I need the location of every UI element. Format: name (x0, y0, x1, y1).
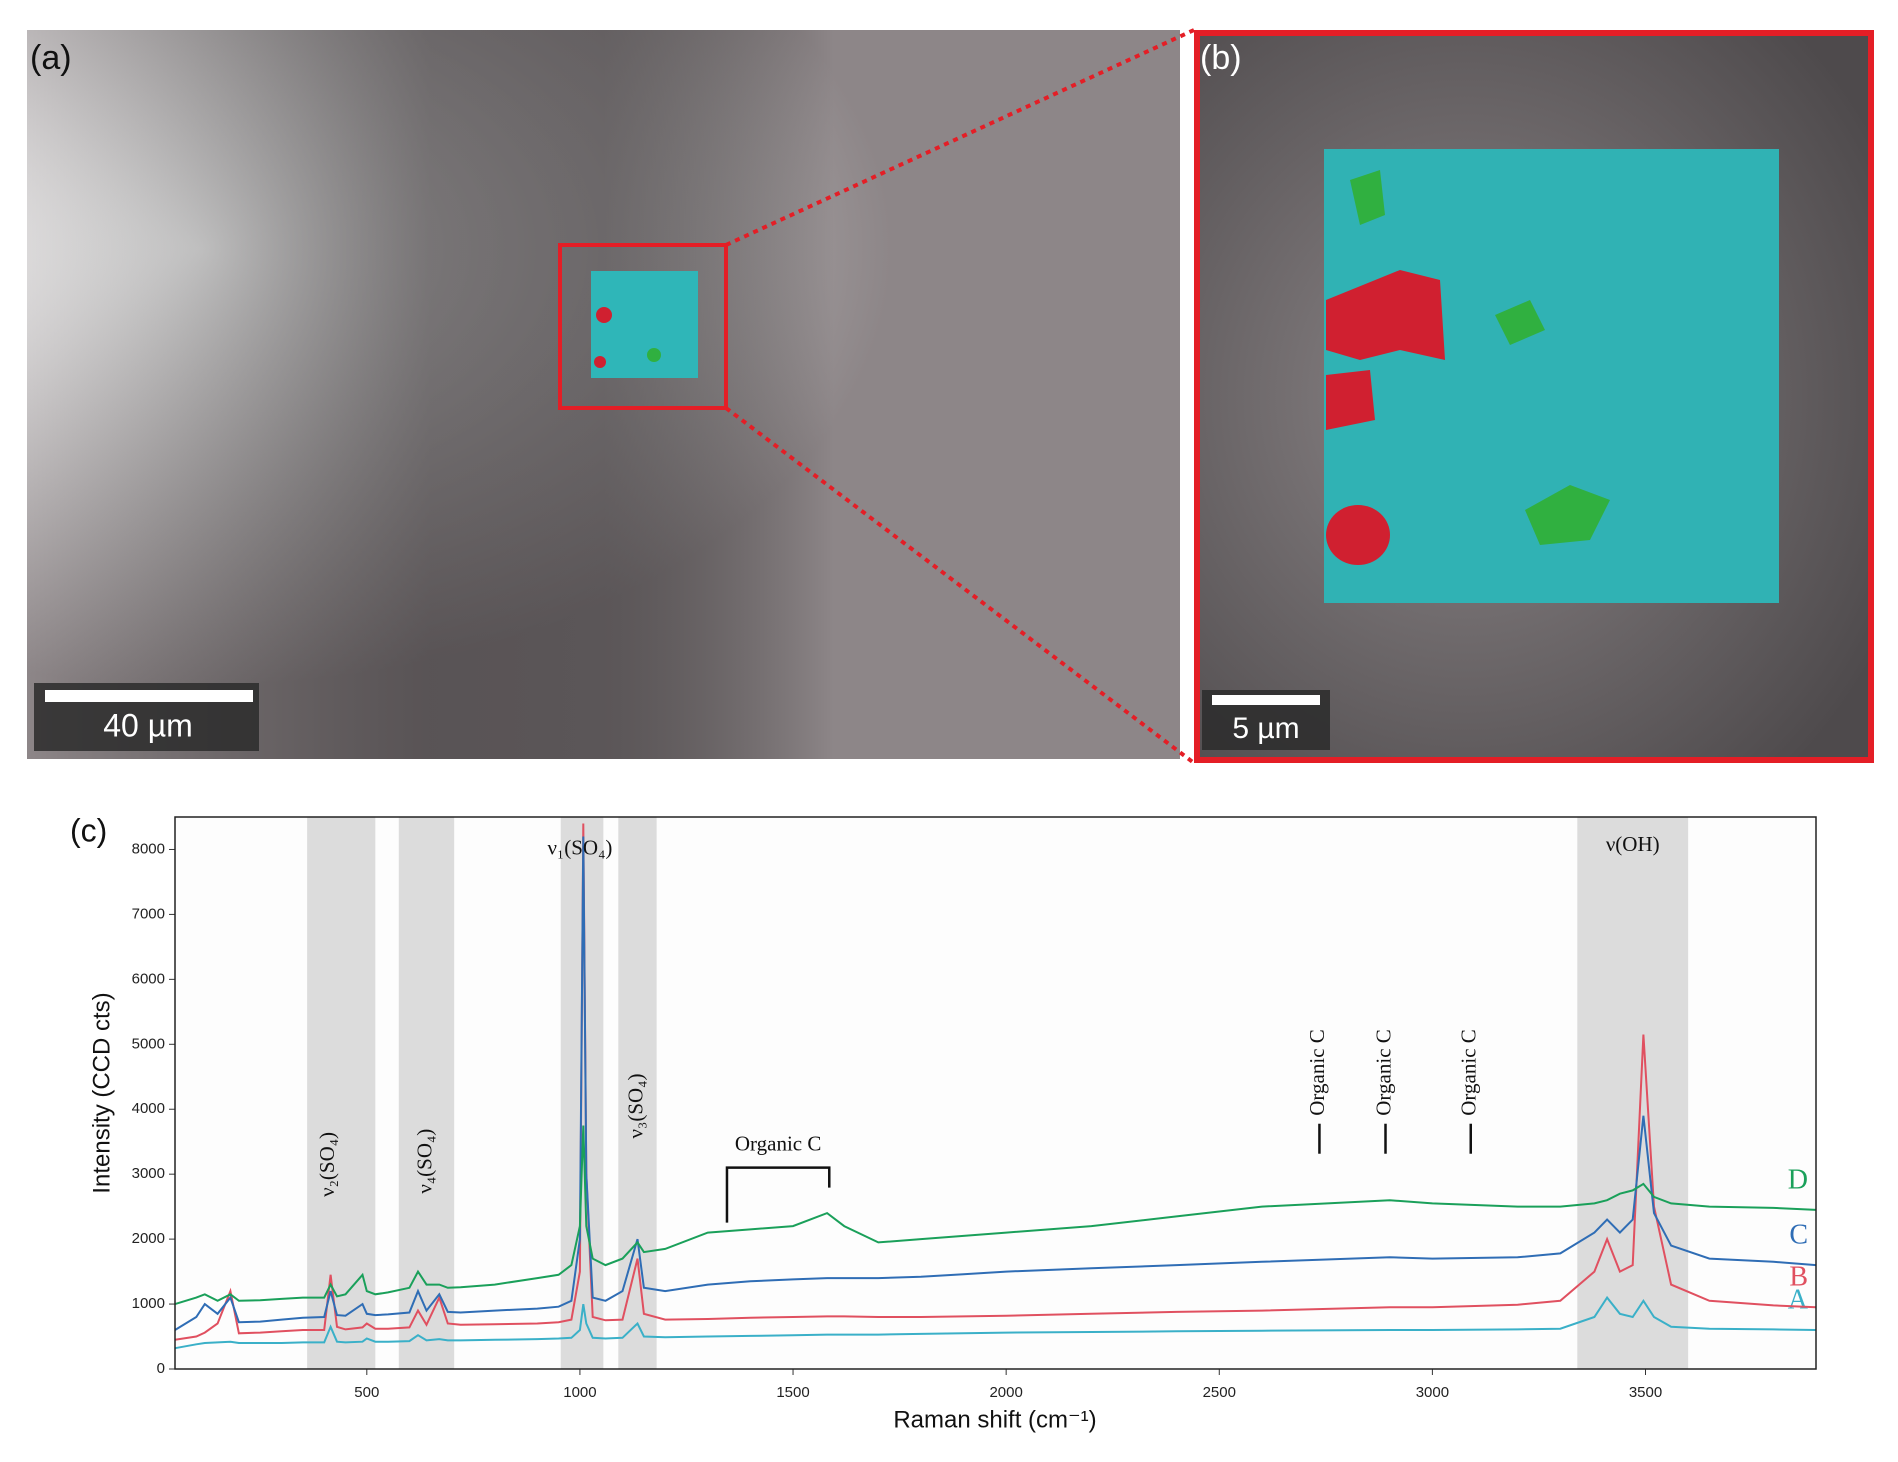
series-label: B (1789, 1262, 1808, 1293)
spectrum-line (174, 823, 1817, 1341)
annotation: ν(OH) (1606, 832, 1660, 856)
shaded-band (1577, 817, 1689, 1369)
shaded-band (618, 817, 657, 1369)
y-tick-label: 7000 (132, 905, 165, 922)
x-tick-label: 3500 (1629, 1384, 1662, 1401)
panel-label: (c) (70, 812, 107, 848)
spectrum-chart: (c) Raman shift (cm⁻¹) Intensity (CCD ct… (70, 812, 1097, 1433)
y-tick-label: 0 (157, 1360, 165, 1377)
map-region (1326, 270, 1445, 360)
zoom-box (558, 243, 728, 410)
bracket (725, 1166, 831, 1223)
annotation: ν₄(SO₄) (412, 1129, 436, 1194)
panel-label: (b) (1200, 39, 1242, 77)
shaded-band (398, 817, 455, 1369)
scale-bar (45, 690, 253, 702)
x-axis-label: Raman shift (cm⁻¹) (893, 1406, 1096, 1433)
panel-b: 5 µm (b) (1194, 30, 1874, 763)
x-tick-label: 2000 (989, 1384, 1022, 1401)
map-spot (596, 307, 612, 323)
x-tick-label: 2500 (1203, 1384, 1236, 1401)
annotation: ν₃(SO₄) (623, 1073, 647, 1138)
plot-frame (174, 816, 1817, 1370)
map-region (1525, 485, 1610, 545)
y-tick-label: 6000 (132, 970, 165, 987)
x-tick-label: 1500 (776, 1384, 809, 1401)
annotation: Organic C (1305, 1029, 1329, 1116)
x-tick-label: 3000 (1416, 1384, 1449, 1401)
y-tick-label: 4000 (132, 1100, 165, 1117)
x-tick-label: 500 (354, 1384, 379, 1401)
series-label: D (1788, 1164, 1808, 1195)
map-region (1326, 370, 1375, 430)
y-tick-label: 8000 (132, 840, 165, 857)
y-axis-label: Intensity (CCD cts) (88, 992, 115, 1193)
annotation: ν₁(SO₄) (547, 835, 612, 859)
bracket-label: Organic C (735, 1131, 822, 1155)
spectrum-line (174, 836, 1817, 1331)
annotation: ν₂(SO₄) (315, 1132, 339, 1197)
scale-label: 40 µm (103, 707, 193, 743)
map-region (1326, 505, 1390, 565)
series-label: C (1789, 1220, 1808, 1251)
rock-texture (27, 30, 1180, 759)
map-spot (647, 348, 661, 362)
y-tick-label: 1000 (132, 1295, 165, 1312)
x-tick-label: 1000 (563, 1384, 596, 1401)
y-tick-label: 3000 (132, 1165, 165, 1182)
map-region (1350, 170, 1385, 225)
zoom-connector (724, 406, 1196, 765)
map-spot (594, 356, 606, 368)
y-tick-label: 5000 (132, 1035, 165, 1052)
panel-label: (a) (30, 39, 72, 77)
panel-a: 40 µm (a) (27, 30, 1180, 759)
spectrum-line (174, 1125, 1817, 1306)
y-tick-label: 2000 (132, 1230, 165, 1247)
zoom-frame (1194, 30, 1874, 763)
annotation: Organic C (1371, 1029, 1395, 1116)
scale-label: 5 µm (1232, 712, 1299, 745)
spectrum-line (174, 1295, 1817, 1350)
scale-bar (1212, 695, 1320, 705)
raman-map (591, 271, 698, 378)
annotation: Organic C (1457, 1029, 1481, 1116)
map-region (1495, 300, 1545, 345)
